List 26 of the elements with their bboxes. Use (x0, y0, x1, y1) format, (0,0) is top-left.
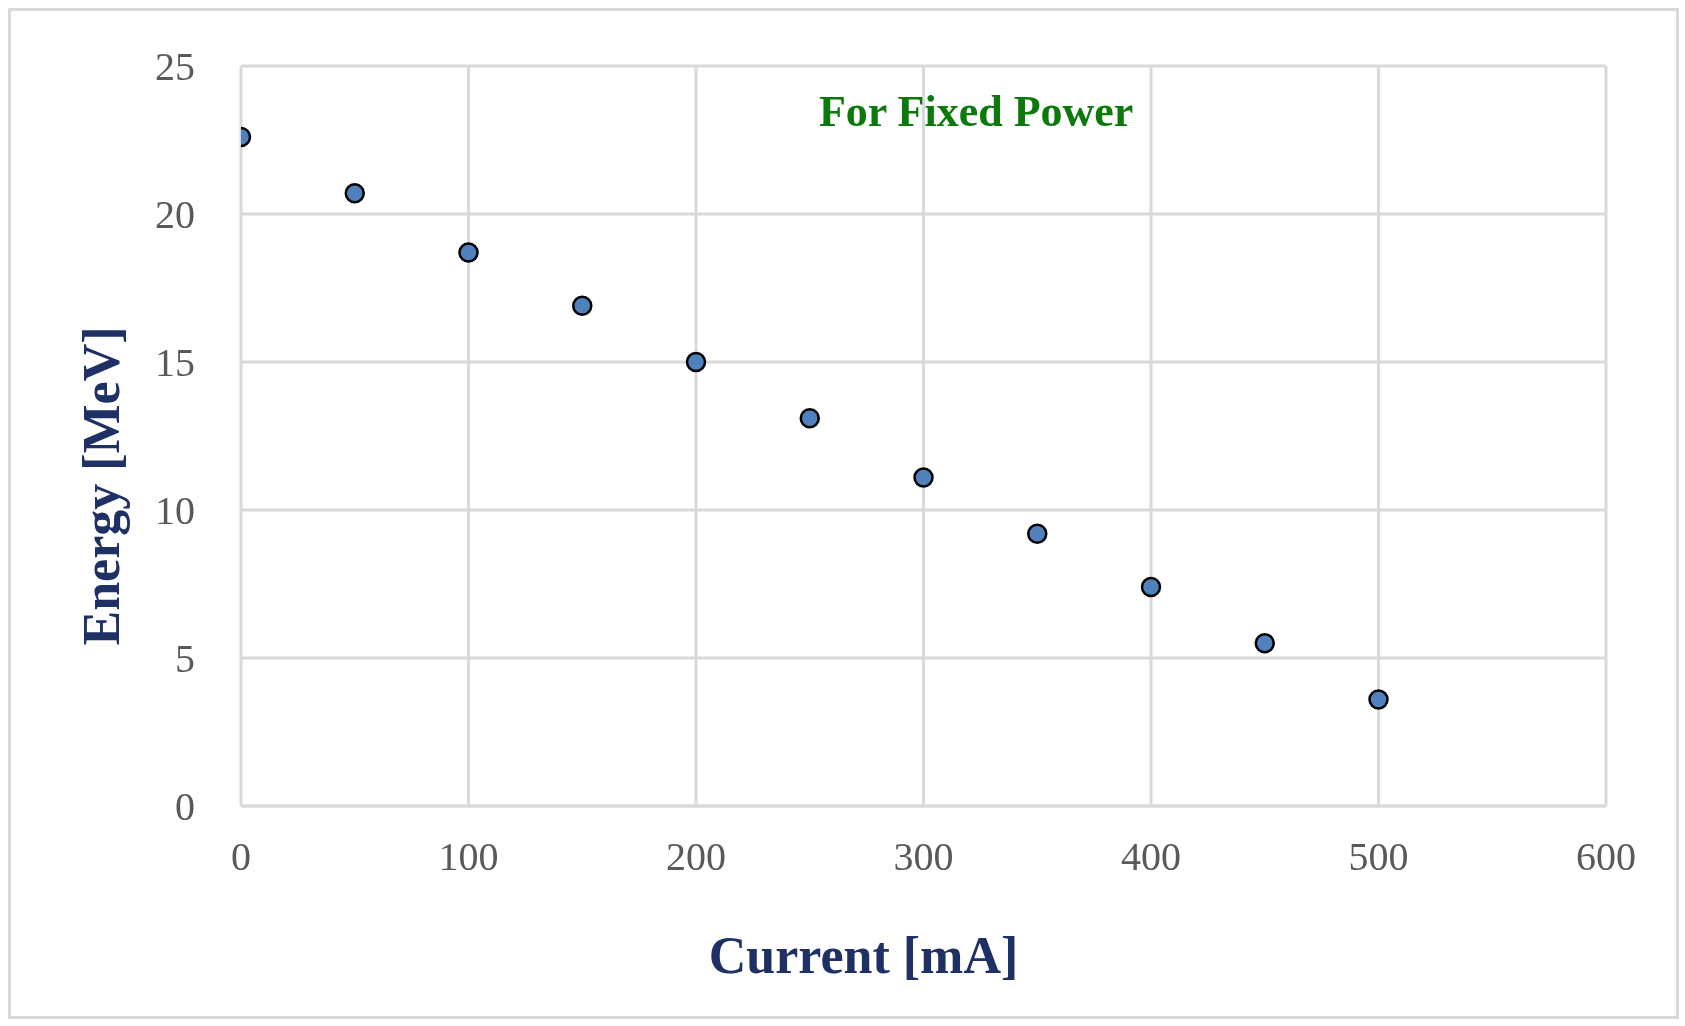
x-tick-label: 600 (1576, 834, 1636, 880)
x-tick-label: 500 (1348, 834, 1409, 880)
y-tick-label: 20 (155, 192, 195, 238)
y-tick-label: 10 (155, 488, 195, 534)
y-tick-label: 0 (175, 784, 195, 830)
point (458, 242, 479, 263)
point (1254, 632, 1275, 654)
x-tick-label: 200 (666, 834, 726, 880)
point (685, 351, 707, 373)
x-tick-label: 400 (1121, 834, 1181, 880)
x-tick-label: 0 (231, 834, 251, 880)
y-axis-title: Energy [MeV] (71, 326, 131, 646)
x-axis-title: Current [mA] (707, 926, 1020, 985)
point (1368, 689, 1389, 710)
point (344, 183, 365, 204)
point (1140, 576, 1162, 598)
point (572, 295, 593, 317)
y-tick-label: 25 (155, 44, 195, 90)
point (799, 407, 820, 429)
annotation: For Fixed Power (818, 86, 1134, 137)
x-tick-label: 300 (893, 834, 954, 880)
y-tick-label: 5 (175, 636, 195, 682)
point (913, 467, 934, 488)
point (1027, 523, 1048, 544)
y-tick-label: 15 (155, 340, 195, 386)
x-tick-label: 100 (438, 834, 499, 880)
